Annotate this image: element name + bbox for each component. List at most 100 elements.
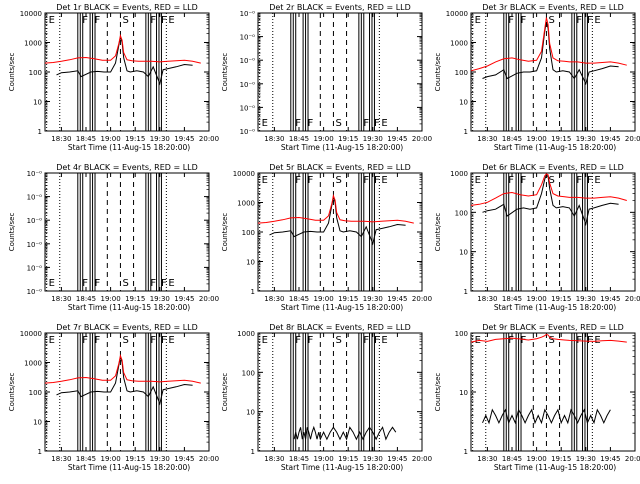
y-axis-label: Counts/sec — [8, 213, 16, 252]
x-tick-label: 19:30 — [363, 135, 383, 143]
x-axis-label: Start Time (11-Aug-15 18:20:00) — [68, 143, 190, 152]
event-marker-label: F — [374, 175, 380, 186]
x-tick-label: 18:30 — [51, 135, 71, 143]
event-marker-label: F — [95, 278, 101, 289]
event-marker-label: E — [594, 175, 600, 186]
event-marker-label: F — [161, 278, 167, 289]
series-events-line — [482, 21, 619, 86]
event-marker-label: F — [95, 15, 101, 26]
x-tick-label: 19:45 — [387, 135, 407, 143]
event-marker-label: F — [521, 175, 527, 186]
plot-frame — [257, 12, 423, 132]
y-tick-label: 10000 — [233, 170, 255, 178]
event-marker-label: E — [381, 175, 387, 186]
x-axis-label: Start Time (11-Aug-15 18:20:00) — [281, 143, 403, 152]
y-tick-label: 10000 — [20, 330, 42, 338]
x-tick-label: 18:45 — [76, 455, 96, 463]
series-lld-line — [44, 353, 201, 384]
x-axis-label: Start Time (11-Aug-15 18:20:00) — [494, 143, 616, 152]
y-tick-label: 10⁻⁰ — [240, 57, 256, 65]
x-tick-label: 19:45 — [600, 135, 620, 143]
y-tick-label: 1 — [251, 288, 255, 296]
event-marker-label: F — [150, 15, 156, 26]
event-marker-label: E — [49, 335, 55, 346]
event-marker-label: S — [122, 15, 128, 26]
event-marker-label: F — [308, 118, 314, 129]
panel-det-6r: Det 6r BLACK = Events, RED = LLD 18:30 18:… — [434, 163, 640, 312]
event-marker-label: F — [587, 15, 593, 26]
panel-det-9r: Det 9r BLACK = Events, RED = LLD 18:30 18:… — [434, 323, 640, 472]
x-tick-label: 19:15 — [551, 455, 571, 463]
event-marker-label: F — [295, 175, 301, 186]
x-tick-label: 20:00 — [412, 455, 432, 463]
x-tick-label: 19:30 — [150, 135, 170, 143]
y-axis-label: Counts/sec — [8, 53, 16, 92]
x-tick-label: 19:15 — [125, 455, 145, 463]
event-marker-label: F — [508, 15, 514, 26]
y-tick-label: 100 — [455, 69, 468, 77]
event-marker-label: S — [335, 335, 341, 346]
panel-title: Det 1r BLACK = Events, RED = LLD — [56, 3, 198, 12]
y-tick-label: 100 — [242, 369, 255, 377]
x-tick-label: 19:00 — [314, 135, 334, 143]
y-axis-label: Counts/sec — [221, 53, 229, 92]
x-tick-label: 20:00 — [625, 135, 640, 143]
x-tick-label: 18:45 — [289, 455, 309, 463]
event-marker-label: F — [576, 15, 582, 26]
y-tick-label: 100 — [242, 229, 255, 237]
y-tick-label: 10⁻⁰ — [27, 170, 43, 178]
event-marker-label: E — [168, 15, 174, 26]
event-marker-label: F — [161, 15, 167, 26]
series-events-line — [482, 408, 611, 425]
y-tick-label: 10⁻⁰ — [240, 34, 256, 42]
y-axis-label: Counts/sec — [8, 373, 16, 412]
series-events-line — [56, 356, 193, 406]
y-tick-label: 100 — [455, 209, 468, 217]
y-axis-label: Counts/sec — [221, 213, 229, 252]
event-marker-label: S — [335, 175, 341, 186]
event-marker-label: F — [150, 278, 156, 289]
event-marker-label: F — [363, 118, 369, 129]
panel-title: Det 4r BLACK = Events, RED = LLD — [56, 163, 198, 172]
series-lld-line — [257, 193, 414, 224]
x-tick-label: 19:00 — [314, 455, 334, 463]
x-tick-label: 18:30 — [477, 295, 497, 303]
x-tick-label: 19:15 — [338, 135, 358, 143]
x-tick-label: 19:45 — [174, 135, 194, 143]
event-marker-label: S — [122, 335, 128, 346]
y-tick-label: 1000 — [237, 330, 255, 338]
series-lld-line — [470, 17, 627, 72]
x-axis-label: Start Time (11-Aug-15 18:20:00) — [281, 463, 403, 472]
x-tick-label: 19:15 — [551, 295, 571, 303]
event-marker-label: E — [381, 118, 387, 129]
event-marker-label: E — [49, 15, 55, 26]
event-marker-label: F — [82, 335, 88, 346]
y-tick-label: 1 — [38, 128, 42, 136]
series-events-line — [56, 36, 193, 86]
event-marker-label: E — [594, 15, 600, 26]
panel-title: Det 9r BLACK = Events, RED = LLD — [482, 323, 624, 332]
y-tick-label: 10⁻⁰ — [240, 81, 256, 89]
panel-title: Det 7r BLACK = Events, RED = LLD — [56, 323, 198, 332]
event-marker-label: E — [475, 15, 481, 26]
y-tick-label: 10 — [459, 249, 468, 257]
panel-det-2r: Det 2r BLACK = Events, RED = LLD 18:30 18:… — [221, 3, 432, 152]
y-tick-label: 10⁻⁰ — [27, 288, 43, 296]
x-tick-label: 20:00 — [625, 455, 640, 463]
event-marker-label: F — [295, 118, 301, 129]
panel-title: Det 3r BLACK = Events, RED = LLD — [482, 3, 624, 12]
x-tick-label: 18:30 — [264, 455, 284, 463]
x-tick-label: 19:15 — [338, 455, 358, 463]
y-tick-label: 1 — [464, 288, 468, 296]
x-tick-label: 19:45 — [600, 455, 620, 463]
event-marker-label: F — [508, 175, 514, 186]
y-tick-label: 10⁻⁰ — [27, 217, 43, 225]
series-lld-line — [470, 173, 627, 206]
event-marker-label: E — [168, 335, 174, 346]
plot-frame — [470, 12, 636, 132]
event-marker-label: F — [82, 15, 88, 26]
y-tick-label: 10⁻⁰ — [27, 194, 43, 202]
x-tick-label: 19:45 — [387, 295, 407, 303]
y-axis-label: Counts/sec — [434, 373, 442, 412]
